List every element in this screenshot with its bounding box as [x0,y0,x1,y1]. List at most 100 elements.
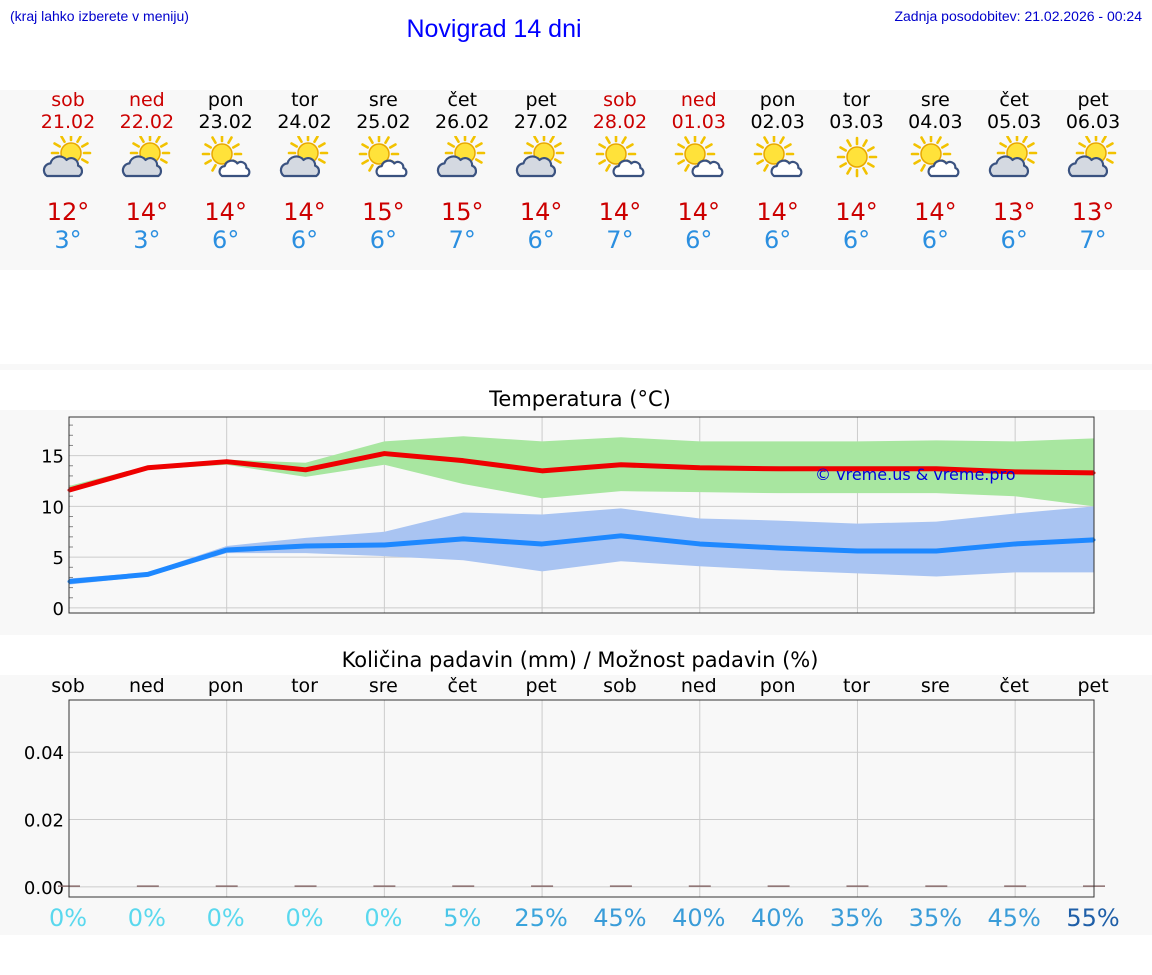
min-temp-point [540,542,544,546]
location-hint: (kraj lahko izberete v meniju) [10,8,189,24]
precipitation-plot-area [69,700,1094,897]
precip-day-label: pon [207,675,244,697]
max-temp: 14° [756,198,799,226]
sun-cloud-icon [673,133,725,182]
max-temp-point [855,467,859,471]
day-name: sob [603,89,637,111]
precipitation-bar [1004,885,1027,887]
max-temp-point [619,463,623,467]
day-date: 03.03 [829,111,884,133]
day-name: sre [368,89,398,111]
temperature-frame [68,416,1095,614]
min-temp-point [146,572,150,576]
day-date: 23.02 [198,111,253,133]
sun-cloud-icon [752,133,804,182]
precip-day-label: pon [759,675,796,697]
precip-probability: 45% [987,904,1041,932]
day-date: 21.02 [40,111,96,133]
precipitation-bar [925,885,948,887]
precipitation-bar [452,885,475,887]
precipitation-bar [767,885,790,887]
min-temp-point [382,543,386,547]
max-temp-point [461,459,465,463]
day-date: 06.03 [1065,111,1121,133]
min-temp: 3° [54,226,82,254]
min-temp: 3° [133,226,161,254]
precip-probability: 40% [750,904,805,932]
min-temp: 7° [448,226,476,254]
min-temp-point [225,548,229,552]
min-temp-line [68,533,1095,585]
panel-divider [0,364,1152,370]
precipitation-bar [846,885,869,887]
precip-day-label: pet [525,675,557,697]
precip-probability: 0% [127,904,166,932]
day-name: pon [207,89,244,111]
partly-cloudy-sun-icon [436,132,488,182]
min-temp-point [304,544,308,548]
precip-probability: 0% [285,904,324,932]
precip-day-label: tor [291,675,318,697]
day-name: pet [1077,89,1109,111]
max-temp: 14° [598,198,642,226]
precip-probability: 45% [593,904,647,932]
partly-cloudy-sun-icon [988,132,1040,182]
day-date: 01.03 [671,111,726,133]
max-temp-point [382,452,386,456]
precip-probability: 35% [908,904,963,932]
min-temp: 6° [921,226,949,254]
precipitation-bar [688,885,711,887]
precip-day-label: pet [1077,675,1109,697]
max-temp: 13° [1071,198,1115,226]
partly-cloudy-sun-icon [279,132,331,182]
day-date: 27.02 [513,111,569,133]
max-temp: 14° [125,198,169,226]
precip-day-label: ned [680,675,717,697]
day-name: ned [128,89,165,111]
day-date: 22.02 [119,111,175,133]
precip-probability: 25% [514,904,568,932]
precip-probability: 0% [364,904,403,932]
min-temp: 7° [1079,226,1107,254]
day-name: ned [680,89,717,111]
min-temp: 6° [369,226,398,254]
precip-day-label: sob [603,675,637,697]
sun-icon [831,136,883,182]
max-temp: 14° [204,198,247,226]
max-temp: 15° [362,198,405,226]
max-temp-point [540,469,544,473]
day-name: čet [999,89,1029,111]
day-date: 05.03 [986,111,1042,133]
max-temp: 14° [914,198,957,226]
min-range-band [69,506,1094,585]
day-date: 24.02 [277,111,332,133]
precipitation-frame [68,699,1095,898]
precip-day-label: čet [447,675,478,697]
min-temp: 6° [212,226,240,254]
temperature-y-tick: 15 [41,447,64,468]
day-name: tor [843,89,870,111]
sun-cloud-icon [909,133,961,182]
sun-cloud-icon [357,133,409,182]
precipitation-y-tick: 0.04 [24,743,64,764]
max-temp: 13° [992,198,1036,226]
min-temp-point [1013,542,1017,546]
day-name: sre [920,89,950,111]
precip-day-label: sre [920,675,950,697]
max-temp: 12° [46,198,90,226]
min-temp-point [461,537,465,541]
precip-day-label: sob [51,675,85,697]
max-temp-point [698,466,702,470]
precipitation-bar [294,885,317,887]
min-temp-point [619,534,623,538]
precipitation-y-tick: 0.02 [24,811,64,832]
precip-probability: 55% [1066,904,1120,932]
precip-probability: 0% [48,904,88,932]
precipitation-y-tick: 0.00 [24,878,64,899]
partly-cloudy-sun-icon [515,132,567,182]
precipitation-bar [136,885,159,887]
max-temp-point [146,466,150,470]
day-date: 25.02 [356,111,411,133]
